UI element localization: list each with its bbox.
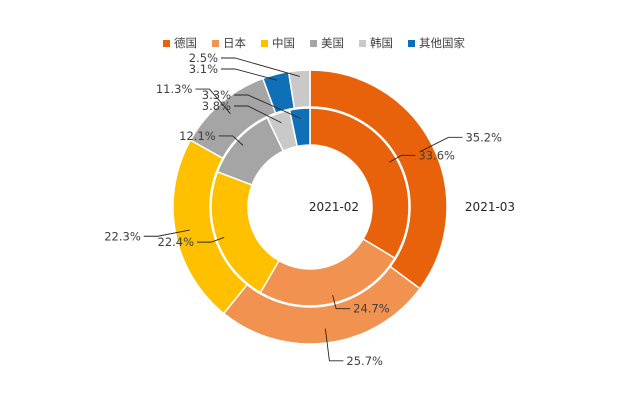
data-label-outer-germany: 35.2% <box>465 130 502 144</box>
legend-swatch <box>310 40 317 47</box>
legend-swatch <box>163 40 170 47</box>
legend-swatch <box>261 40 268 47</box>
leader-line <box>197 237 225 243</box>
data-labels: 33.6% 24.7% 22.4% 12.1% 3.8%3.3% 35.2% 25.7% 22… <box>104 51 502 368</box>
leader-line <box>234 94 301 119</box>
slice-outer-korea[interactable] <box>287 69 311 110</box>
leader-line <box>218 135 244 146</box>
data-label-outer-japan: 25.7% <box>346 354 383 368</box>
data-label-inner-usa: 12.1% <box>179 129 216 143</box>
inner-ring-name: 2021-02 <box>309 200 359 214</box>
data-label-inner-japan: 24.7% <box>353 302 390 316</box>
data-label-inner-korea: 3.8% <box>202 99 231 113</box>
leader-line <box>324 328 344 362</box>
leader-line <box>389 154 416 163</box>
leader-line <box>419 136 463 153</box>
slice-outer-germany[interactable] <box>309 69 448 290</box>
data-label-outer-korea: 2.5% <box>189 51 218 65</box>
leader-line <box>143 229 190 237</box>
legend-swatch <box>212 40 219 47</box>
legend: 德国 日本 中国 美国 韩国 其他国家 <box>163 36 465 50</box>
leader-line <box>221 68 278 81</box>
data-label-inner-china: 22.4% <box>158 235 195 249</box>
legend-label: 其他国家 <box>419 36 465 50</box>
legend-label: 德国 <box>174 36 197 50</box>
legend-label: 中国 <box>272 36 295 50</box>
outer-ring-name: 2021-03 <box>465 200 515 214</box>
data-label-inner-germany: 33.6% <box>418 148 455 162</box>
leader-line <box>234 105 282 124</box>
data-label-outer-usa: 11.3% <box>156 82 193 96</box>
legend-item-korea[interactable]: 韩国 <box>359 36 393 50</box>
legend-item-china[interactable]: 中国 <box>261 36 295 50</box>
legend-swatch <box>408 40 415 47</box>
legend-item-japan[interactable]: 日本 <box>212 36 246 50</box>
legend-item-others[interactable]: 其他国家 <box>408 36 465 50</box>
legend-swatch <box>359 40 366 47</box>
data-label-outer-others: 3.1% <box>189 62 218 76</box>
legend-label: 美国 <box>321 36 344 50</box>
leader-line <box>195 88 231 115</box>
leader-line <box>221 57 300 77</box>
donut-slices <box>172 69 448 345</box>
legend-label: 韩国 <box>370 36 393 50</box>
legend-label: 日本 <box>223 36 246 50</box>
legend-item-germany[interactable]: 德国 <box>163 36 197 50</box>
leader-line <box>332 295 351 310</box>
leader-lines <box>143 57 463 362</box>
data-label-inner-others: 3.3% <box>202 88 231 102</box>
slice-inner-germany[interactable] <box>309 107 410 260</box>
slice-inner-others[interactable] <box>288 107 311 148</box>
data-label-outer-china: 22.3% <box>104 229 141 243</box>
legend-item-usa[interactable]: 美国 <box>310 36 344 50</box>
